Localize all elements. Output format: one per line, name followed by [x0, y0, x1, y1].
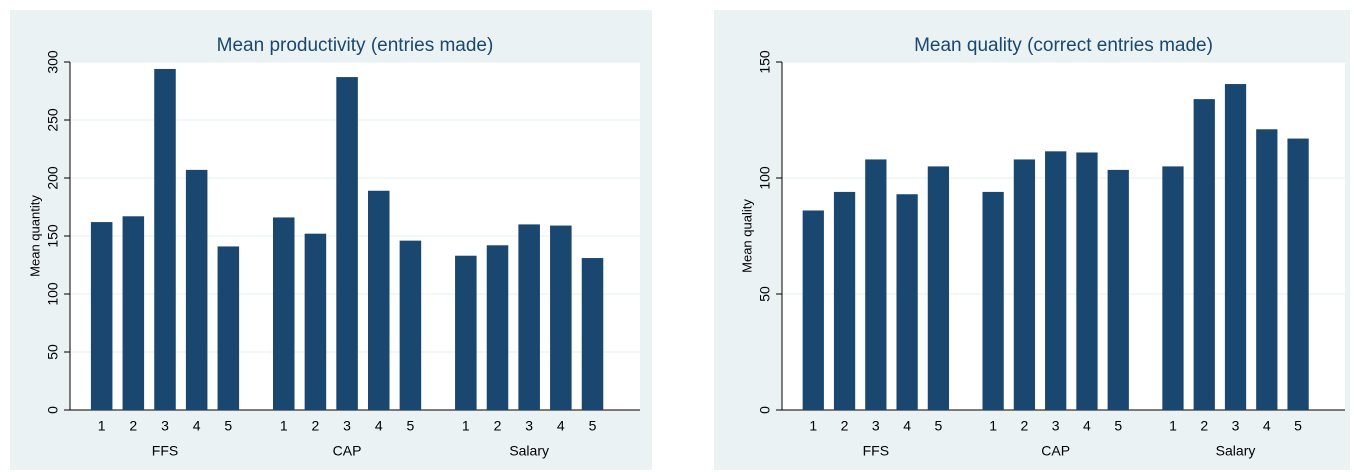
bar [272, 217, 295, 410]
bar [336, 77, 358, 410]
bar [865, 159, 887, 410]
x-tick-label: 1 [1169, 418, 1177, 434]
y-tick-label: 0 [757, 406, 773, 414]
bar [1287, 138, 1309, 410]
x-tick-label: 5 [407, 418, 415, 434]
x-tick-label: 2 [841, 418, 849, 434]
x-tick-label: 4 [903, 418, 911, 434]
y-tick-label: 200 [45, 166, 61, 190]
x-tick-label: 3 [343, 418, 351, 434]
x-tick-label: 1 [462, 418, 470, 434]
group-label: Salary [1216, 443, 1256, 459]
x-tick-label: 4 [1263, 418, 1271, 434]
x-tick-label: 5 [589, 418, 597, 434]
bar [455, 255, 477, 410]
bar [367, 190, 390, 410]
bar [802, 210, 824, 410]
x-tick-label: 3 [872, 418, 880, 434]
y-tick-label: 250 [45, 108, 61, 132]
bar [1045, 151, 1067, 410]
x-tick-label: 3 [525, 418, 533, 434]
bar [581, 258, 604, 410]
bar [1107, 169, 1129, 410]
x-tick-label: 5 [224, 418, 232, 434]
y-tick-label: 100 [757, 166, 773, 190]
group-label: FFS [152, 443, 178, 459]
y-tick-label: 300 [45, 50, 61, 74]
chart-title: Mean quality (correct entries made) [914, 35, 1213, 56]
group-label: Salary [509, 443, 549, 459]
bar [486, 245, 509, 410]
bar [217, 246, 240, 410]
bar [550, 225, 572, 410]
x-tick-label: 2 [1021, 418, 1029, 434]
x-tick-label: 3 [1232, 418, 1240, 434]
x-tick-label: 3 [1052, 418, 1060, 434]
x-tick-label: 1 [809, 418, 817, 434]
x-tick-label: 2 [129, 418, 137, 434]
x-tick-label: 1 [989, 418, 997, 434]
x-tick-label: 4 [375, 418, 383, 434]
bar [982, 191, 1004, 410]
x-tick-label: 1 [280, 418, 288, 434]
bar [927, 166, 950, 410]
bar [1224, 84, 1247, 410]
bar [833, 191, 856, 410]
y-tick-label: 0 [45, 406, 61, 414]
y-tick-label: 150 [757, 50, 773, 74]
bar [399, 240, 422, 410]
x-tick-label: 1 [98, 418, 106, 434]
y-tick-label: 150 [45, 224, 61, 248]
x-tick-label: 4 [193, 418, 201, 434]
bar [896, 194, 918, 410]
x-tick-label: 5 [1294, 418, 1302, 434]
bar [1193, 99, 1215, 411]
chart-title: Mean productivity (entries made) [217, 35, 494, 56]
x-tick-label: 5 [934, 418, 942, 434]
x-tick-label: 5 [1114, 418, 1122, 434]
group-label: CAP [333, 443, 362, 459]
x-tick-label: 3 [161, 418, 169, 434]
x-tick-label: 2 [312, 418, 320, 434]
bar [1162, 166, 1184, 410]
bar [154, 68, 176, 411]
group-label: FFS [863, 443, 889, 459]
y-axis-label: Mean quality [739, 199, 754, 273]
y-axis-label: Mean quantity [27, 195, 42, 277]
x-tick-label: 4 [557, 418, 565, 434]
bar [90, 222, 113, 410]
x-tick-label: 2 [1200, 418, 1208, 434]
y-tick-label: 50 [757, 286, 773, 302]
bar [122, 216, 145, 410]
group-label: CAP [1041, 443, 1070, 459]
bar [1256, 129, 1278, 410]
bar [1013, 159, 1036, 410]
bar [304, 233, 327, 410]
bar [185, 169, 208, 410]
y-tick-label: 50 [45, 344, 61, 360]
bar [518, 224, 540, 410]
y-tick-label: 100 [45, 282, 61, 306]
x-tick-label: 4 [1083, 418, 1091, 434]
x-tick-label: 2 [494, 418, 502, 434]
bar [1076, 152, 1098, 411]
